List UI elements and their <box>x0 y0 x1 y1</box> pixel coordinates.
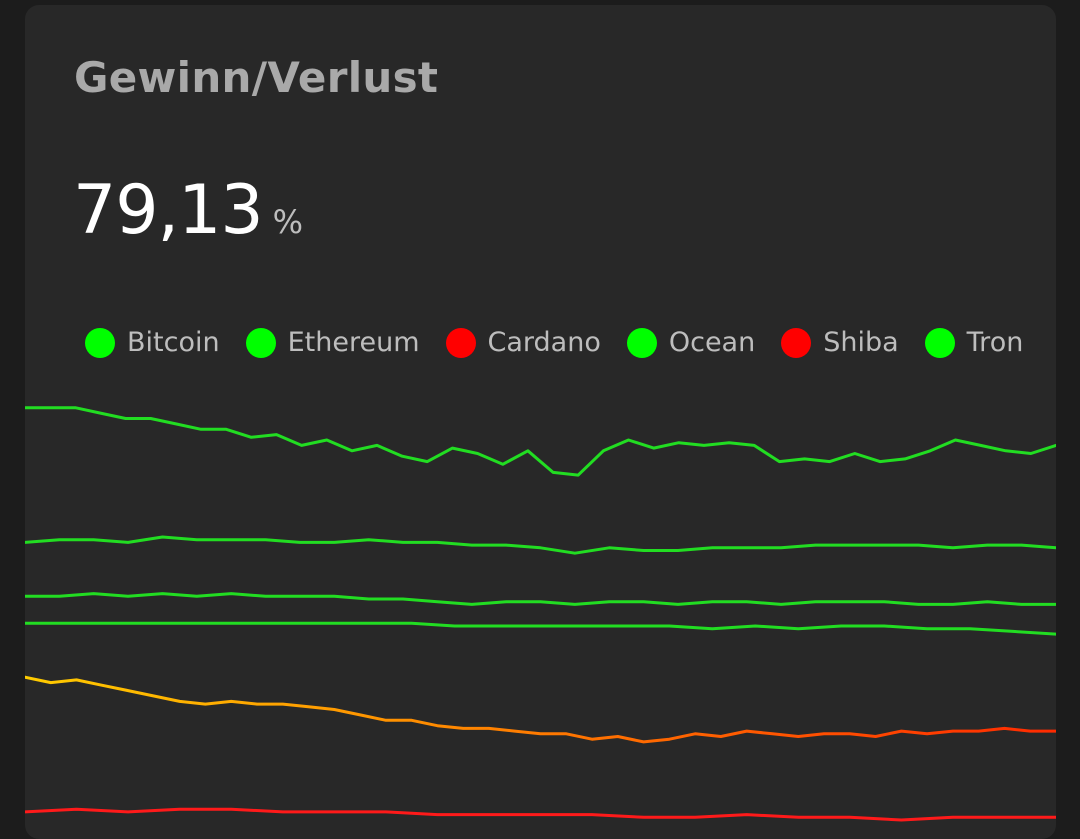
total-percentage-value: 79,13 <box>73 171 264 250</box>
series-line-cardano[interactable] <box>25 675 1056 744</box>
legend-item-shiba[interactable]: Shiba <box>781 327 899 358</box>
legend-label: Ocean <box>668 327 756 358</box>
ethereum-legend-dot-icon <box>245 327 276 358</box>
series-line-ocean[interactable] <box>25 592 1056 606</box>
value-display: 79,13% <box>73 171 303 250</box>
tron-legend-dot-icon <box>924 327 955 358</box>
cardano-legend-dot-icon <box>445 327 476 358</box>
ocean-legend-dot-icon <box>626 327 657 358</box>
legend-label: Bitcoin <box>127 327 220 358</box>
legend-label: Shiba <box>823 327 899 358</box>
bitcoin-legend-dot-icon <box>85 327 115 358</box>
profit-loss-card: Gewinn/Verlust 79,13% Bitcoin Ethereum C… <box>25 5 1056 839</box>
legend-label: Ethereum <box>287 327 420 358</box>
shiba-legend-dot-icon <box>781 327 812 358</box>
legend-item-cardano[interactable]: Cardano <box>445 327 601 358</box>
legend-item-ethereum[interactable]: Ethereum <box>245 327 420 358</box>
series-line-bitcoin[interactable] <box>25 406 1056 477</box>
card-title: Gewinn/Verlust <box>74 53 439 102</box>
legend-label: Tron <box>966 327 1024 358</box>
legend-item-bitcoin[interactable]: Bitcoin <box>85 327 220 358</box>
legend-item-ocean[interactable]: Ocean <box>626 327 756 358</box>
percentage-unit: % <box>272 203 304 241</box>
legend-item-tron[interactable]: Tron <box>924 327 1024 358</box>
chart-legend: Bitcoin Ethereum Cardano Ocean Shiba Tro… <box>85 327 1049 358</box>
series-line-ethereum[interactable] <box>25 535 1056 555</box>
series-line-tron[interactable] <box>25 621 1056 636</box>
legend-label: Cardano <box>487 327 601 358</box>
series-line-shiba[interactable] <box>25 807 1056 822</box>
line-chart[interactable] <box>25 5 1056 839</box>
